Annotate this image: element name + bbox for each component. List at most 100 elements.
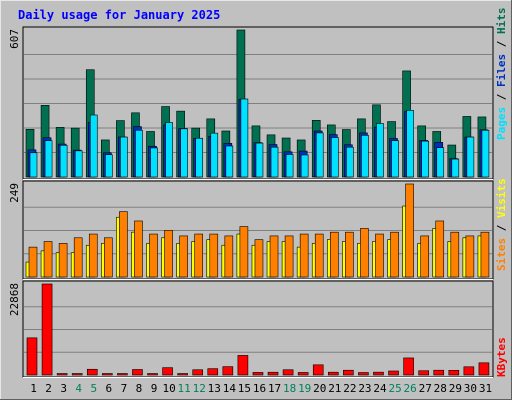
bar-sites [43, 241, 53, 278]
bar-kbytes [478, 362, 490, 376]
scale-max-label: 607 [8, 29, 21, 49]
bar-kbytes [102, 373, 113, 376]
bar-sites [345, 231, 354, 278]
bar-pages [74, 150, 83, 178]
x-tick-label: 29 [449, 382, 462, 395]
bar-kbytes [162, 367, 173, 376]
bar-pages [240, 98, 249, 178]
bar-pages [180, 128, 188, 178]
bar-sites [179, 235, 188, 278]
bar-sites [119, 211, 128, 278]
bar-kbytes [222, 366, 234, 376]
legend: Sites / Visits [495, 178, 508, 271]
visits-panel: 249 Sites / Visits [8, 178, 508, 280]
bar-pages [315, 132, 324, 178]
bar-sites [104, 237, 113, 278]
bar-sites [390, 231, 399, 278]
bar-pages [165, 122, 173, 178]
bar-sites [420, 235, 429, 278]
bar-kbytes [147, 373, 158, 376]
legend-item: KBytes [495, 337, 508, 377]
bar-kbytes [207, 368, 219, 376]
bar-sites [224, 235, 234, 278]
bar-kbytes [71, 373, 83, 376]
bar-pages [330, 137, 339, 178]
bar-kbytes [388, 370, 399, 376]
x-tick-label: 21 [328, 382, 341, 395]
bar-pages [391, 140, 399, 178]
bar-kbytes [403, 357, 414, 376]
x-tick-label: 16 [253, 382, 266, 395]
chart-title: Daily usage for January 2025 [18, 8, 220, 22]
bar-sites [269, 235, 279, 278]
bar-pages [451, 158, 460, 178]
bar-sites [134, 220, 143, 278]
bar-pages [29, 152, 38, 178]
bar-pages [225, 145, 234, 178]
bar-pages [89, 114, 98, 178]
legend-item: Visits [495, 178, 508, 218]
x-tick-label: 26 [404, 382, 417, 395]
bar-sites [465, 235, 475, 278]
x-tick-label: 10 [162, 382, 175, 395]
bar-sites [450, 231, 460, 278]
scale-max-label: 22868 [8, 283, 21, 316]
x-tick-label: 3 [60, 382, 67, 395]
x-tick-label: 17 [268, 382, 281, 395]
x-tick-label: 20 [313, 382, 326, 395]
bar-sites [209, 233, 219, 278]
legend-separator: / [495, 218, 508, 238]
legend: Pages / Files / Hits [495, 8, 508, 141]
x-tick-label: 18 [283, 382, 296, 395]
x-tick-label: 23 [358, 382, 371, 395]
bar-sites [88, 233, 98, 278]
x-tick-label: 2 [45, 382, 52, 395]
bar-pages [105, 154, 113, 178]
x-tick-label: 27 [419, 382, 432, 395]
x-tick-label: 12 [193, 382, 206, 395]
bar-pages [406, 110, 414, 178]
x-tick-label: 14 [223, 382, 237, 395]
legend-item: Files [495, 54, 508, 87]
bar-sites [314, 233, 324, 278]
bar-pages [150, 147, 158, 178]
bar-pages [376, 123, 384, 178]
x-tick-label: 31 [479, 382, 492, 395]
bar-pages [466, 136, 475, 178]
bar-kbytes [252, 372, 264, 376]
bar-kbytes [41, 283, 53, 376]
bar-kbytes [297, 372, 309, 376]
legend-separator: / [495, 87, 508, 107]
bar-pages [436, 147, 445, 178]
bar-pages [255, 142, 264, 178]
bar-pages [59, 144, 68, 178]
bar-sites [435, 220, 445, 278]
bar-sites [329, 231, 339, 278]
bar-sites [149, 233, 158, 278]
bar-pages [135, 129, 143, 178]
bar-kbytes [237, 355, 249, 376]
bar-sites [254, 239, 264, 278]
bar-pages [346, 146, 354, 178]
bar-sites [405, 183, 414, 278]
x-tick-label: 7 [121, 382, 128, 395]
legend: KBytes [495, 337, 508, 377]
bar-kbytes [418, 370, 429, 376]
scale-max-label: 249 [8, 183, 21, 203]
bar-kbytes [282, 369, 294, 376]
x-tick-label: 1 [30, 382, 37, 395]
bar-kbytes [433, 369, 445, 376]
x-tick-label: 19 [298, 382, 311, 395]
bar-pages [270, 146, 279, 178]
bar-pages [285, 154, 294, 178]
bar-sites [480, 231, 490, 278]
bar-kbytes [343, 369, 354, 376]
legend-item: Pages [495, 107, 508, 140]
x-tick-label: 11 [178, 382, 191, 395]
x-tick-label: 6 [106, 382, 113, 395]
bar-pages [120, 136, 128, 178]
bar-sites [239, 226, 249, 278]
bar-kbytes [117, 373, 128, 376]
bar-pages [210, 132, 219, 178]
